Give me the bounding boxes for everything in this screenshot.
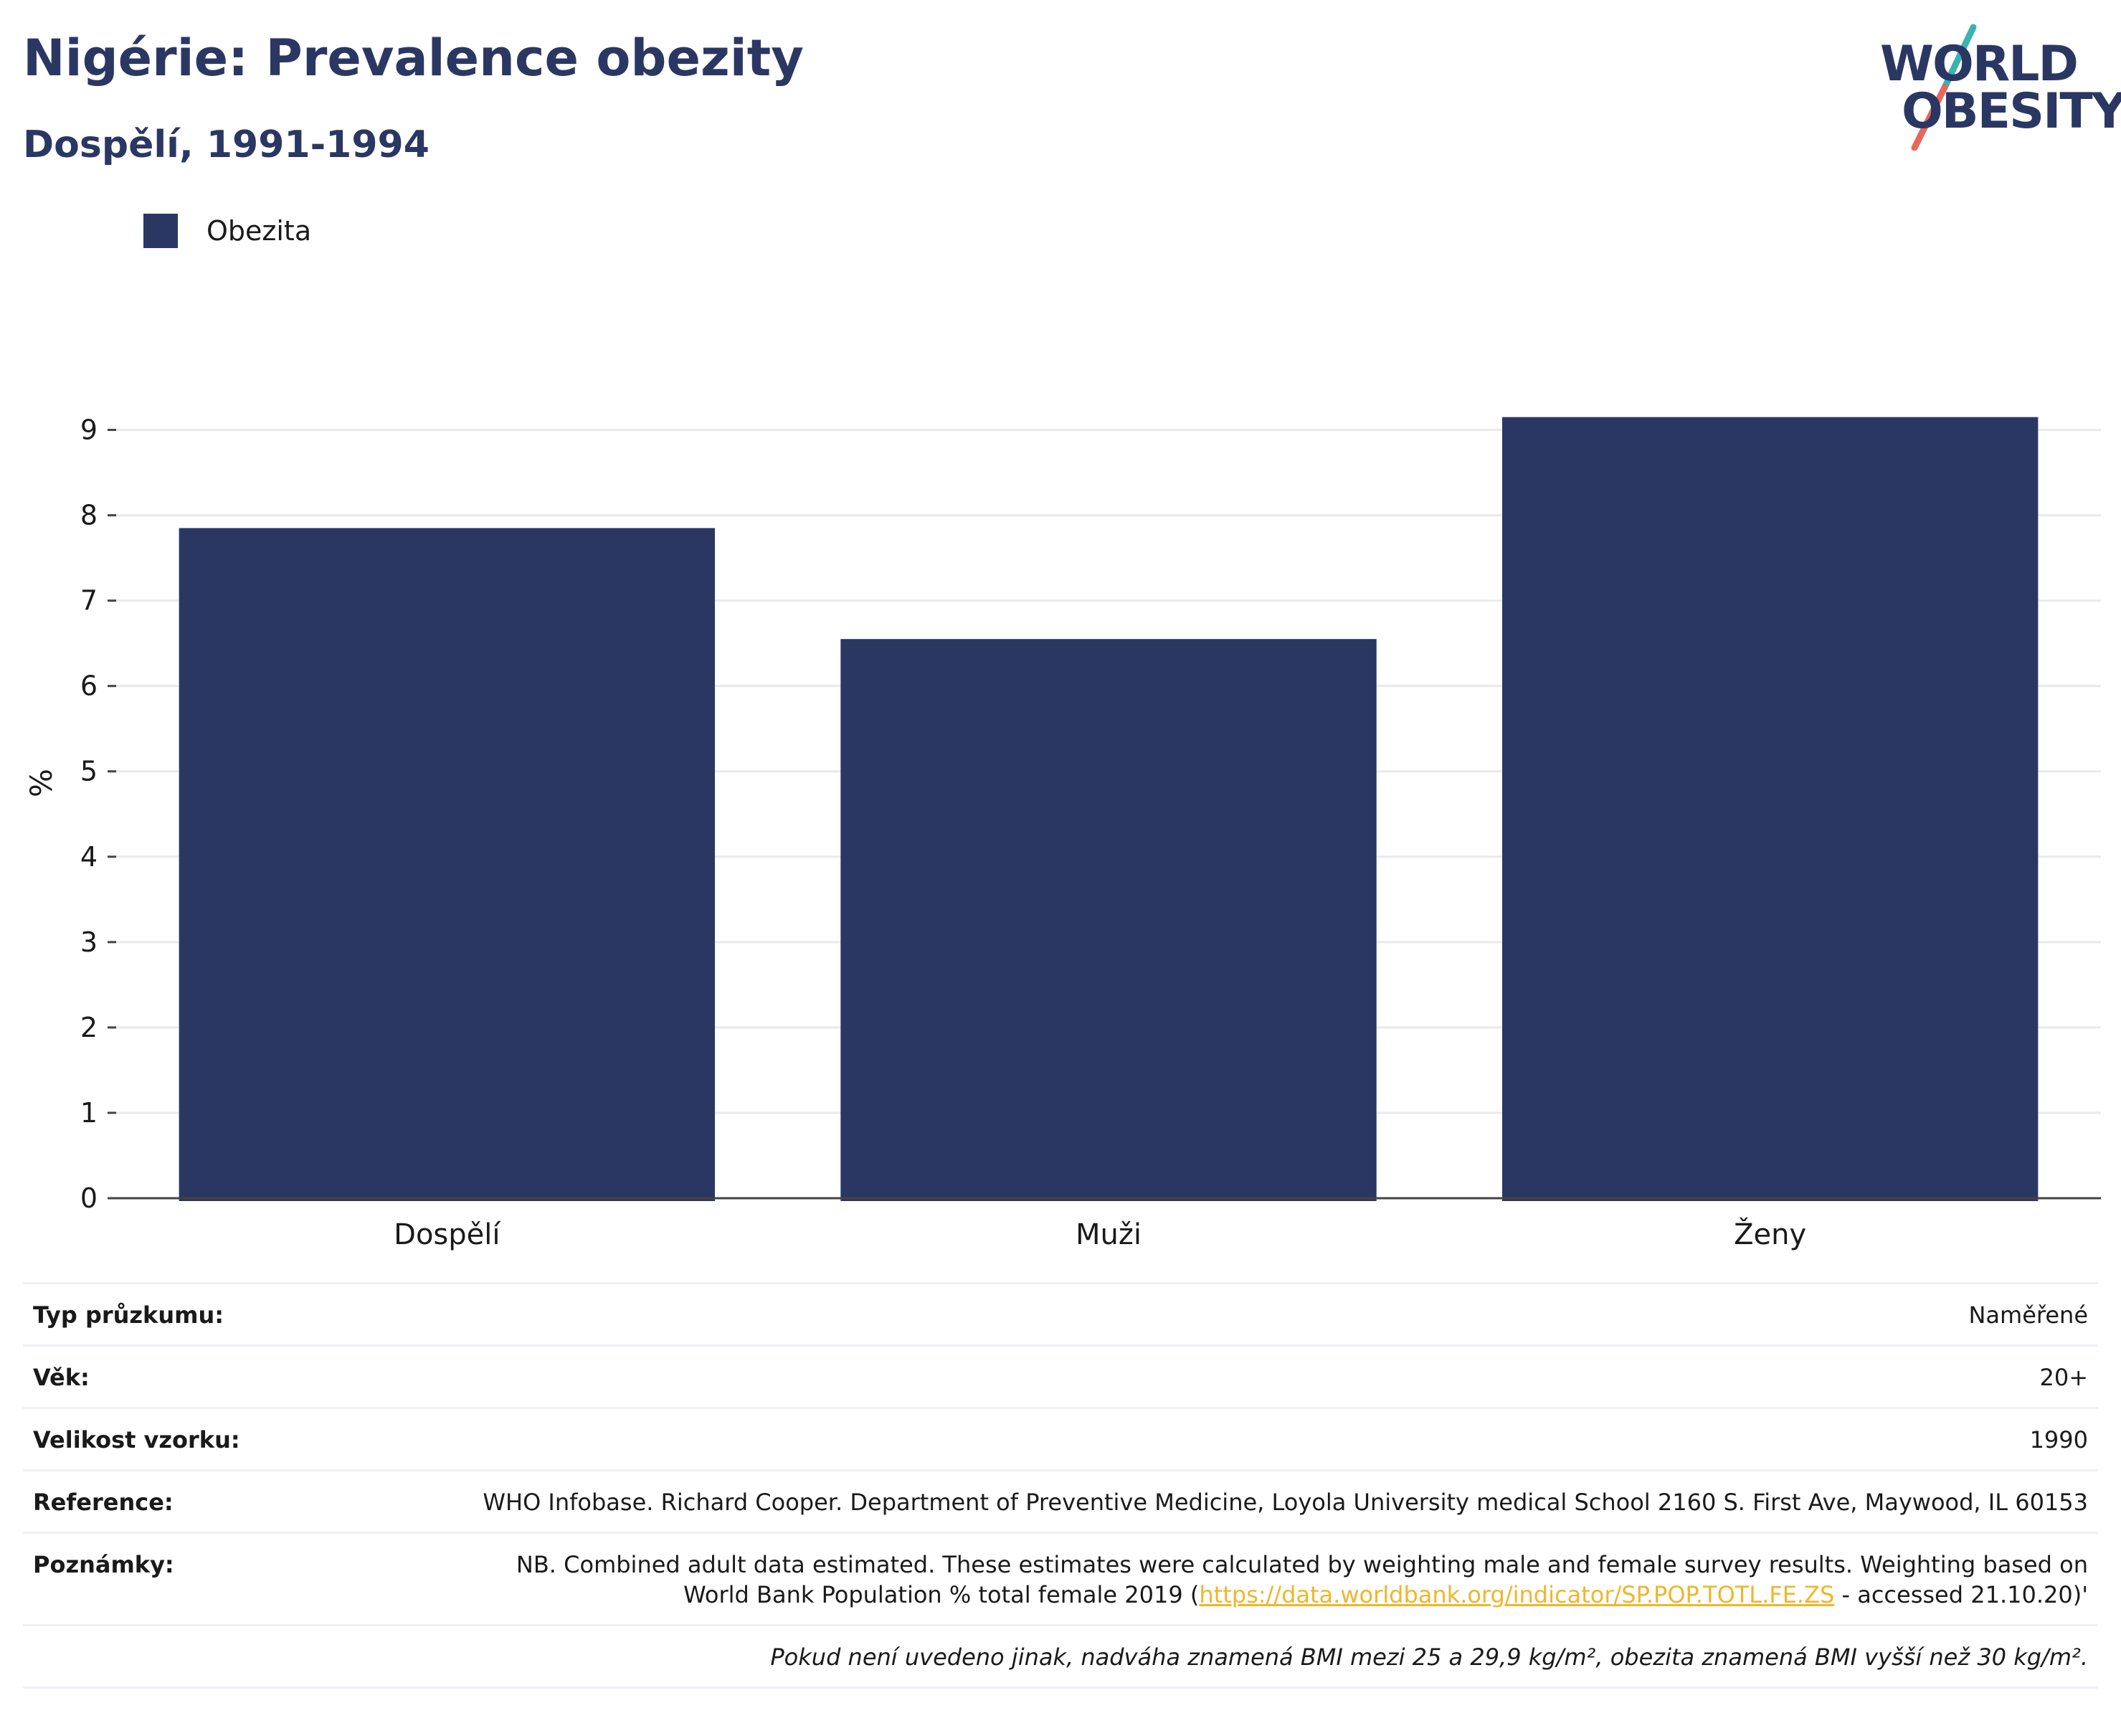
y-tick-label: 4 [80,841,98,873]
y-tick-label: 7 [80,585,98,617]
info-value: 20+ [2039,1364,2088,1391]
info-value: Naměřené [1968,1301,2088,1329]
x-axis-labels: Dospělí Muži Ženy [394,1217,1806,1251]
info-row: Velikost vzorku: 1990 [23,1407,2098,1469]
y-tick-label: 0 [80,1182,98,1214]
info-table: Typ průzkumu: Naměřené Věk: 20+ Velikost vzo… [23,1282,2098,1689]
info-row: Reference: WHO Infobase. Richard Cooper. … [23,1469,2098,1532]
info-value: WHO Infobase. Richard Cooper. Department… [483,1489,2088,1516]
bars [179,417,2039,1201]
footnote: Pokud není uvedeno jinak, nadváha znamen… [23,1624,2098,1689]
x-category-label: Muži [1076,1218,1142,1251]
logo-line2: OBESITY [1902,83,2121,140]
info-row-notes: Poznámky: NB. Combined adult data estima… [23,1532,2098,1624]
chart-title: Nigérie: Prevalence obezity [23,29,804,87]
legend-label: Obezita [207,215,312,247]
info-key: Velikost vzorku: [33,1426,240,1453]
bar[interactable] [840,639,1377,1201]
info-value: 1990 [2029,1426,2088,1453]
logo-line1: WORLD [1880,36,2079,93]
y-tick-label: 3 [80,926,98,958]
legend-swatch [143,214,178,248]
legend: Obezita [143,214,311,248]
y-tick-label: 9 [80,414,98,446]
info-value: NB. Combined adult data estimated. These… [516,1551,2088,1608]
y-tick-label: 5 [80,756,98,787]
info-key: Reference: [33,1489,174,1516]
info-key: Typ průzkumu: [33,1301,224,1329]
info-key: Poznámky: [33,1551,174,1578]
bar[interactable] [179,528,716,1201]
info-row: Typ průzkumu: Naměřené [23,1282,2098,1344]
x-category-label: Ženy [1734,1217,1806,1251]
y-axis-label: % [24,769,59,797]
info-key: Věk: [33,1364,90,1391]
y-tick-label: 2 [80,1012,98,1043]
logo-slash-icon [1911,24,1977,151]
bar-chart: 0 1 2 3 4 5 6 7 8 9 Dospělí Muži Ženy % [24,414,2101,1251]
y-axis-ticks: 0 1 2 3 4 5 6 7 8 9 [80,414,116,1214]
x-category-label: Dospělí [394,1218,501,1251]
info-row: Věk: 20+ [23,1344,2098,1407]
chart-subtitle: Dospělí, 1991-1994 [23,123,430,166]
y-tick-label: 8 [80,500,98,531]
world-obesity-logo: WORLD OBESITY [1864,22,2121,151]
y-tick-label: 1 [80,1097,98,1129]
y-tick-label: 6 [80,670,98,702]
worldbank-link[interactable]: https://data.worldbank.org/indicator/SP.… [1199,1581,1835,1608]
bar[interactable] [1501,417,2039,1201]
